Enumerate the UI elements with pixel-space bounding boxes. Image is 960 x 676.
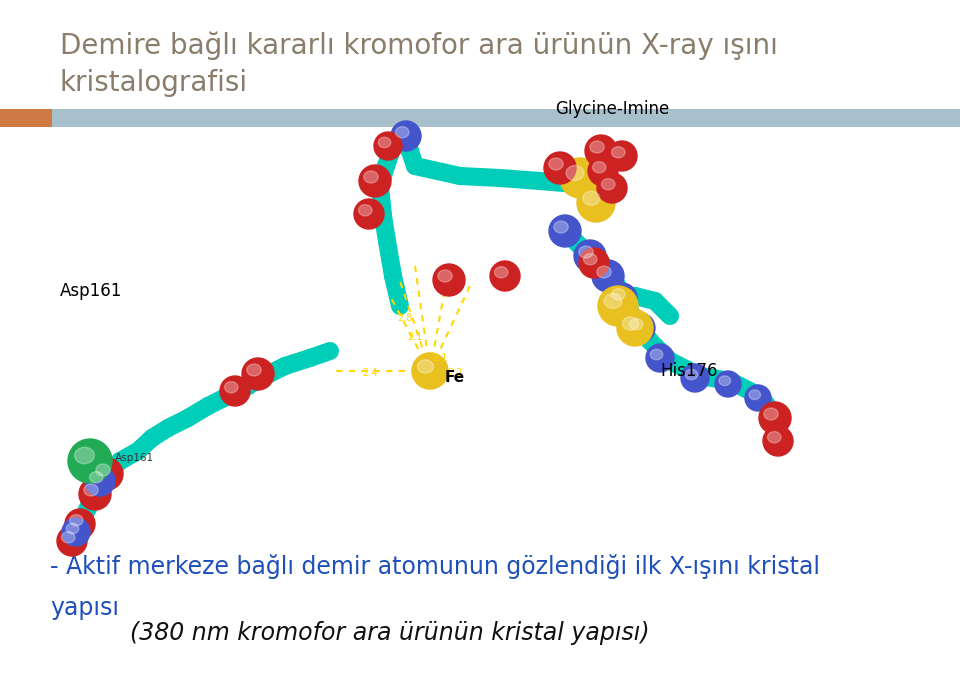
Ellipse shape <box>607 141 637 171</box>
Text: Asp161: Asp161 <box>60 282 122 300</box>
Text: Glycine-Imine: Glycine-Imine <box>555 100 669 118</box>
Ellipse shape <box>585 135 617 167</box>
Ellipse shape <box>598 286 638 326</box>
Ellipse shape <box>438 270 452 282</box>
Ellipse shape <box>247 364 261 376</box>
Ellipse shape <box>374 132 402 160</box>
Ellipse shape <box>354 199 384 229</box>
Ellipse shape <box>579 248 609 278</box>
Text: kristalografisi: kristalografisi <box>60 69 248 97</box>
Ellipse shape <box>378 137 391 148</box>
Ellipse shape <box>764 408 779 420</box>
Ellipse shape <box>650 349 662 360</box>
Ellipse shape <box>412 353 448 389</box>
Text: His176: His176 <box>660 362 717 380</box>
Ellipse shape <box>79 478 111 510</box>
Ellipse shape <box>225 382 238 393</box>
Ellipse shape <box>494 266 508 278</box>
Ellipse shape <box>84 484 98 496</box>
Ellipse shape <box>65 509 95 539</box>
Text: 2.4: 2.4 <box>362 368 377 378</box>
Ellipse shape <box>75 448 94 464</box>
Ellipse shape <box>96 464 110 476</box>
Ellipse shape <box>358 205 372 216</box>
Ellipse shape <box>396 126 409 138</box>
Text: 2.1: 2.1 <box>432 353 447 363</box>
Text: Fe: Fe <box>445 370 466 385</box>
Ellipse shape <box>418 360 434 373</box>
Ellipse shape <box>549 215 581 247</box>
Ellipse shape <box>646 344 674 372</box>
Ellipse shape <box>566 166 584 180</box>
Ellipse shape <box>560 158 600 198</box>
Ellipse shape <box>622 317 638 331</box>
Ellipse shape <box>767 431 781 443</box>
Ellipse shape <box>66 523 79 534</box>
Ellipse shape <box>574 240 606 272</box>
Ellipse shape <box>579 246 593 258</box>
Ellipse shape <box>607 283 637 313</box>
Text: 2.8: 2.8 <box>397 313 413 323</box>
Ellipse shape <box>68 439 112 483</box>
Ellipse shape <box>617 310 653 346</box>
Ellipse shape <box>597 173 627 203</box>
Ellipse shape <box>577 184 615 222</box>
Bar <box>0 109 52 127</box>
Ellipse shape <box>589 141 604 153</box>
Ellipse shape <box>359 165 391 197</box>
Ellipse shape <box>602 178 615 190</box>
Text: Demire bağlı kararlı kromofor ara ürünün X-ray ışını: Demire bağlı kararlı kromofor ara ürünün… <box>60 31 778 59</box>
Ellipse shape <box>681 364 709 392</box>
Ellipse shape <box>604 293 622 308</box>
Text: Asp161: Asp161 <box>115 453 155 463</box>
Ellipse shape <box>220 376 250 406</box>
Ellipse shape <box>588 156 618 186</box>
Ellipse shape <box>583 191 600 206</box>
Ellipse shape <box>89 472 103 483</box>
Ellipse shape <box>630 318 643 330</box>
Ellipse shape <box>91 458 123 490</box>
Ellipse shape <box>242 358 274 390</box>
Bar <box>0 109 960 127</box>
Ellipse shape <box>745 385 771 411</box>
Ellipse shape <box>62 518 90 546</box>
Ellipse shape <box>490 261 520 291</box>
Ellipse shape <box>685 369 698 380</box>
Text: - Aktif merkeze bağlı demir atomunun gözlendiği ilk X-ışını kristal
yapısı: - Aktif merkeze bağlı demir atomunun göz… <box>50 554 820 620</box>
Ellipse shape <box>592 162 606 173</box>
Ellipse shape <box>391 121 421 151</box>
Ellipse shape <box>719 376 731 385</box>
Ellipse shape <box>554 221 568 233</box>
Ellipse shape <box>759 402 791 434</box>
Ellipse shape <box>433 264 465 296</box>
Text: (380 nm kromofor ara ürünün kristal yapısı): (380 nm kromofor ara ürünün kristal yapı… <box>130 621 650 645</box>
Ellipse shape <box>592 260 624 292</box>
Ellipse shape <box>61 531 75 543</box>
Ellipse shape <box>584 254 597 265</box>
Ellipse shape <box>597 266 612 278</box>
Ellipse shape <box>57 526 87 556</box>
Ellipse shape <box>749 390 760 400</box>
Ellipse shape <box>625 313 655 343</box>
Ellipse shape <box>85 466 115 496</box>
Ellipse shape <box>612 289 625 300</box>
Ellipse shape <box>364 171 378 183</box>
Ellipse shape <box>763 426 793 456</box>
Ellipse shape <box>612 147 625 158</box>
Ellipse shape <box>544 152 576 184</box>
Ellipse shape <box>549 158 564 170</box>
Ellipse shape <box>715 371 741 397</box>
Ellipse shape <box>69 514 83 526</box>
Text: 2.2: 2.2 <box>447 368 463 378</box>
Text: 2.1: 2.1 <box>407 332 422 342</box>
